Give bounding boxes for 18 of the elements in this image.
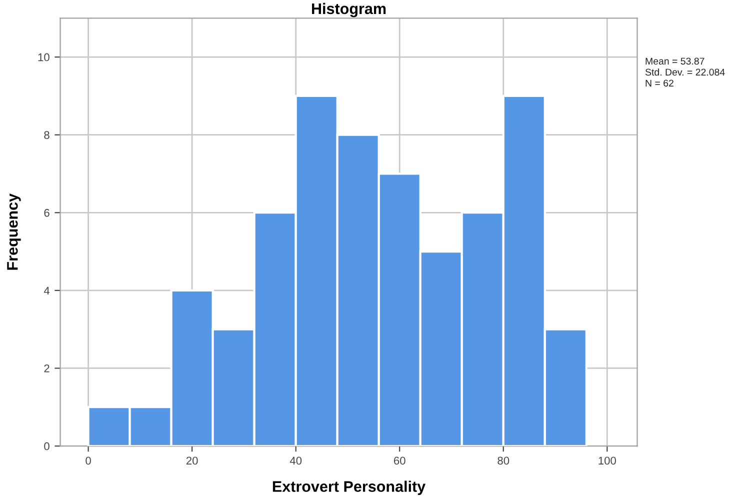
x-tick-label: 40 <box>290 456 302 465</box>
x-tick-label: 20 <box>186 456 198 465</box>
y-tick-label: 4 <box>44 286 50 294</box>
y-axis-title: Frequency <box>7 194 21 270</box>
x-axis-title: Extrovert Personality <box>272 480 426 495</box>
x-tick-label: 0 <box>86 456 91 465</box>
text: Mean = 53.87 <box>646 58 704 65</box>
y-tick-label: 2 <box>44 364 50 372</box>
y-tick-label: 6 <box>44 208 50 217</box>
y-tick-label: 10 <box>38 53 50 62</box>
text: N = 62 <box>646 80 674 87</box>
text: Std. Dev. = 22.084 <box>645 68 725 76</box>
y-tick-label: 8 <box>44 131 50 139</box>
x-tick-label: 80 <box>498 456 510 465</box>
y-tick-label: 0 <box>44 442 50 450</box>
x-tick-label: 60 <box>394 456 406 465</box>
chart-title: Histogram <box>312 2 386 18</box>
x-tick-label: 100 <box>598 456 616 465</box>
